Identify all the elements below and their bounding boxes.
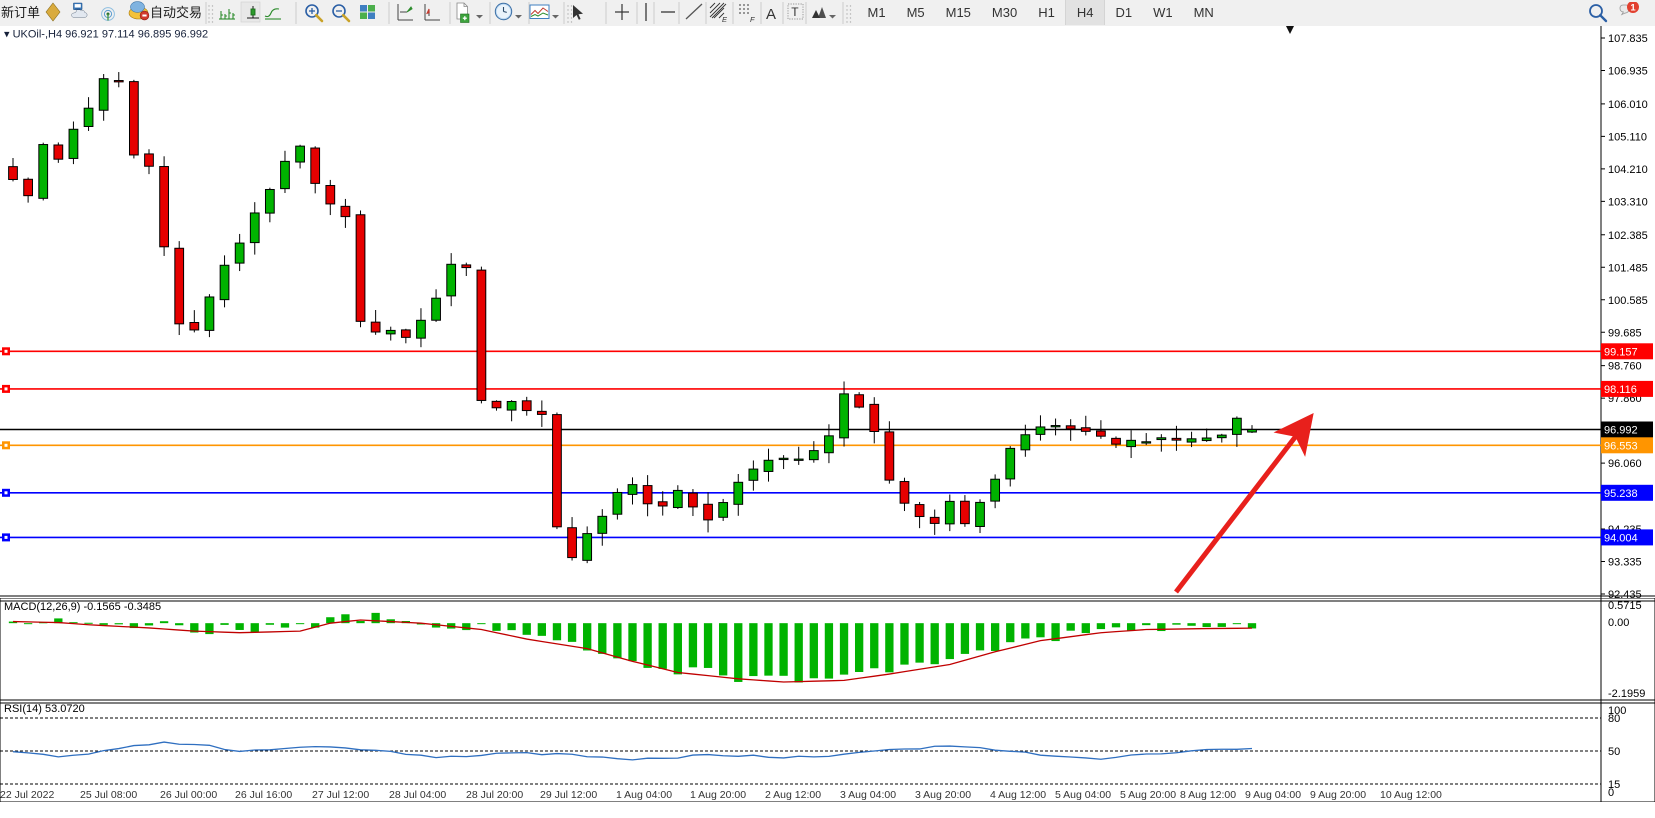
svg-text:2 Aug 12:00: 2 Aug 12:00 — [765, 789, 821, 801]
svg-text:RSI(14) 53.0720: RSI(14) 53.0720 — [4, 703, 85, 715]
svg-text:T: T — [791, 5, 799, 19]
svg-text:0.00: 0.00 — [1608, 617, 1629, 629]
svg-text:自动交易: 自动交易 — [150, 5, 202, 20]
svg-text:26 Jul 16:00: 26 Jul 16:00 — [235, 789, 292, 801]
svg-text:8 Aug 12:00: 8 Aug 12:00 — [1180, 789, 1236, 801]
svg-text:10 Aug 12:00: 10 Aug 12:00 — [1380, 789, 1442, 801]
svg-text:50: 50 — [1608, 746, 1620, 758]
svg-text:106.935: 106.935 — [1608, 65, 1648, 77]
svg-text:98.760: 98.760 — [1608, 361, 1642, 373]
svg-text:A: A — [766, 6, 776, 23]
svg-text:93.335: 93.335 — [1608, 557, 1642, 569]
svg-text:3 Aug 20:00: 3 Aug 20:00 — [915, 789, 971, 801]
svg-text:29 Jul 12:00: 29 Jul 12:00 — [540, 789, 597, 801]
svg-text:96.553: 96.553 — [1604, 440, 1638, 452]
svg-text:1: 1 — [1630, 3, 1636, 14]
svg-text:新订单: 新订单 — [1, 5, 40, 20]
svg-text:-2.1959: -2.1959 — [1608, 688, 1645, 700]
svg-text:22 Jul 2022: 22 Jul 2022 — [0, 789, 54, 801]
svg-text:26 Jul 00:00: 26 Jul 00:00 — [160, 789, 217, 801]
svg-text:25 Jul 08:00: 25 Jul 08:00 — [80, 789, 137, 801]
svg-text:92.435: 92.435 — [1608, 589, 1642, 598]
svg-text:96.060: 96.060 — [1608, 458, 1642, 470]
svg-text:3 Aug 04:00: 3 Aug 04:00 — [840, 789, 896, 801]
svg-text:95.238: 95.238 — [1604, 488, 1638, 500]
svg-text:102.385: 102.385 — [1608, 230, 1648, 242]
svg-text:28 Jul 04:00: 28 Jul 04:00 — [389, 789, 446, 801]
svg-text:99.157: 99.157 — [1604, 346, 1638, 358]
svg-text:1 Aug 04:00: 1 Aug 04:00 — [616, 789, 672, 801]
svg-text:80: 80 — [1608, 713, 1620, 725]
svg-text:106.010: 106.010 — [1608, 99, 1648, 111]
svg-text:0.5715: 0.5715 — [1608, 600, 1642, 612]
svg-text:▾ UKOil-,H4 96.921 97.114 96.: ▾ UKOil-,H4 96.921 97.114 96.895 96.992 — [4, 29, 208, 41]
svg-text:103.310: 103.310 — [1608, 196, 1648, 208]
svg-text:96.992: 96.992 — [1604, 425, 1638, 437]
svg-text:MACD(12,26,9) -0.1565 -0.3485: MACD(12,26,9) -0.1565 -0.3485 — [4, 601, 161, 613]
svg-text:105.110: 105.110 — [1608, 131, 1647, 143]
svg-text:101.485: 101.485 — [1608, 262, 1648, 274]
svg-text:28 Jul 20:00: 28 Jul 20:00 — [466, 789, 523, 801]
svg-text:F: F — [750, 15, 755, 24]
svg-text:94.004: 94.004 — [1604, 532, 1638, 544]
svg-text:9 Aug 04:00: 9 Aug 04:00 — [1245, 789, 1301, 801]
svg-text:5 Aug 20:00: 5 Aug 20:00 — [1120, 789, 1176, 801]
svg-text:100.585: 100.585 — [1608, 295, 1648, 307]
svg-text:27 Jul 12:00: 27 Jul 12:00 — [312, 789, 369, 801]
svg-text:0: 0 — [1608, 787, 1614, 799]
svg-text:5 Aug 04:00: 5 Aug 04:00 — [1055, 789, 1111, 801]
svg-text:99.685: 99.685 — [1608, 327, 1642, 339]
svg-text:4 Aug 12:00: 4 Aug 12:00 — [990, 789, 1046, 801]
svg-text:1 Aug 20:00: 1 Aug 20:00 — [690, 789, 746, 801]
svg-text:104.210: 104.210 — [1608, 164, 1648, 176]
svg-text:9 Aug 20:00: 9 Aug 20:00 — [1310, 789, 1366, 801]
svg-text:98.116: 98.116 — [1604, 384, 1637, 396]
svg-text:107.835: 107.835 — [1608, 33, 1648, 45]
